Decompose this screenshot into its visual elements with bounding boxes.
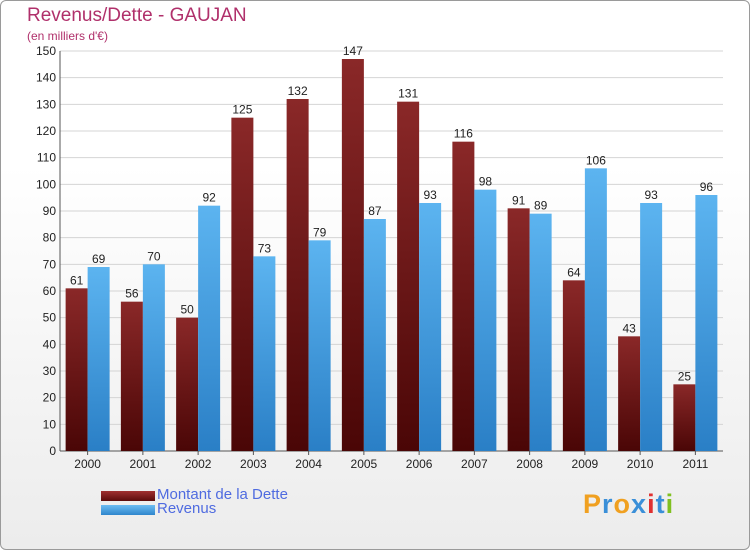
bar-debt [286, 99, 309, 451]
logo-letter: x [631, 489, 648, 519]
data-label: 64 [567, 265, 581, 279]
bar-debt [618, 336, 641, 451]
x-tick-label: 2008 [516, 457, 543, 471]
data-label: 147 [343, 44, 363, 58]
data-label: 116 [454, 127, 473, 141]
data-label: 79 [313, 225, 327, 239]
bar-debt [397, 101, 420, 452]
bar-revenue [363, 219, 386, 451]
data-label: 87 [368, 204, 382, 218]
data-label: 43 [622, 321, 636, 335]
data-label: 50 [180, 303, 194, 317]
data-label: 89 [534, 199, 548, 213]
data-label: 73 [258, 241, 272, 255]
data-label: 56 [125, 287, 139, 301]
y-tick-label: 50 [43, 311, 57, 325]
y-tick-label: 0 [49, 444, 56, 458]
x-tick-label: 2003 [240, 457, 267, 471]
x-tick-label: 2001 [130, 457, 157, 471]
logo-letter: t [655, 489, 666, 519]
bar-debt [120, 301, 143, 451]
logo-letter: r [602, 489, 614, 519]
proxiti-logo: Proxiti [583, 489, 674, 520]
y-tick-label: 30 [43, 364, 57, 378]
y-tick-label: 40 [43, 337, 57, 351]
y-tick-label: 100 [36, 177, 56, 191]
x-tick-label: 2004 [295, 457, 322, 471]
y-tick-label: 20 [43, 391, 57, 405]
data-label: 98 [479, 175, 493, 189]
x-tick-label: 2010 [627, 457, 654, 471]
bar-debt [341, 59, 364, 451]
data-label: 132 [288, 84, 308, 98]
bar-debt [562, 280, 585, 451]
legend-label-debt: Montant de la Dette [157, 486, 288, 503]
x-tick-label: 2002 [185, 457, 212, 471]
bar-revenue [584, 168, 607, 452]
y-tick-label: 130 [36, 97, 56, 111]
bar-revenue [695, 195, 718, 451]
y-tick-label: 70 [43, 257, 57, 271]
x-tick-label: 2005 [351, 457, 378, 471]
data-label: 125 [232, 103, 252, 117]
legend-swatch-debt [101, 491, 155, 501]
legend-swatch-revenue [101, 505, 155, 515]
y-tick-label: 60 [43, 284, 57, 298]
data-label: 93 [644, 188, 658, 202]
logo-letter: P [583, 489, 603, 519]
bar-revenue [308, 240, 331, 451]
bar-revenue [198, 205, 221, 451]
chart-subtitle: (en milliers d'€) [27, 29, 108, 43]
bar-revenue [142, 264, 165, 451]
x-tick-label: 2011 [682, 457, 708, 471]
y-tick-label: 80 [43, 231, 57, 245]
y-tick-label: 110 [37, 151, 56, 165]
data-label: 91 [512, 193, 526, 207]
bar-revenue [253, 256, 276, 451]
bar-debt [231, 117, 254, 452]
data-label: 69 [92, 252, 106, 266]
x-tick-label: 2007 [461, 457, 488, 471]
x-tick-label: 2006 [406, 457, 433, 471]
bar-revenue [474, 189, 497, 451]
bar-debt [507, 208, 530, 451]
data-label: 131 [398, 87, 418, 101]
x-tick-label: 2000 [74, 457, 101, 471]
bar-debt [65, 288, 88, 451]
y-tick-label: 120 [36, 124, 56, 138]
y-tick-label: 90 [43, 204, 57, 218]
bar-revenue [529, 213, 552, 451]
y-tick-label: 10 [43, 417, 57, 431]
bar-revenue [87, 267, 110, 451]
data-label: 106 [586, 153, 606, 167]
x-tick-label: 2009 [572, 457, 599, 471]
y-tick-label: 140 [36, 71, 56, 85]
logo-letter: i [647, 489, 656, 519]
data-label: 25 [678, 369, 692, 383]
y-tick-label: 150 [36, 44, 56, 58]
data-label: 96 [700, 180, 714, 194]
bar-debt [673, 384, 696, 451]
bar-debt [452, 141, 475, 451]
bar-revenue [419, 203, 442, 451]
logo-letter: o [613, 489, 632, 519]
data-label: 92 [202, 191, 216, 205]
legend-label-revenue: Revenus [157, 500, 217, 517]
data-label: 93 [423, 188, 437, 202]
bar-debt [176, 317, 199, 451]
data-label: 61 [70, 273, 84, 287]
data-label: 70 [147, 249, 161, 263]
chart-title: Revenus/Dette - GAUJAN [27, 5, 247, 26]
bar-revenue [640, 203, 663, 451]
logo-letter: i [665, 489, 675, 519]
